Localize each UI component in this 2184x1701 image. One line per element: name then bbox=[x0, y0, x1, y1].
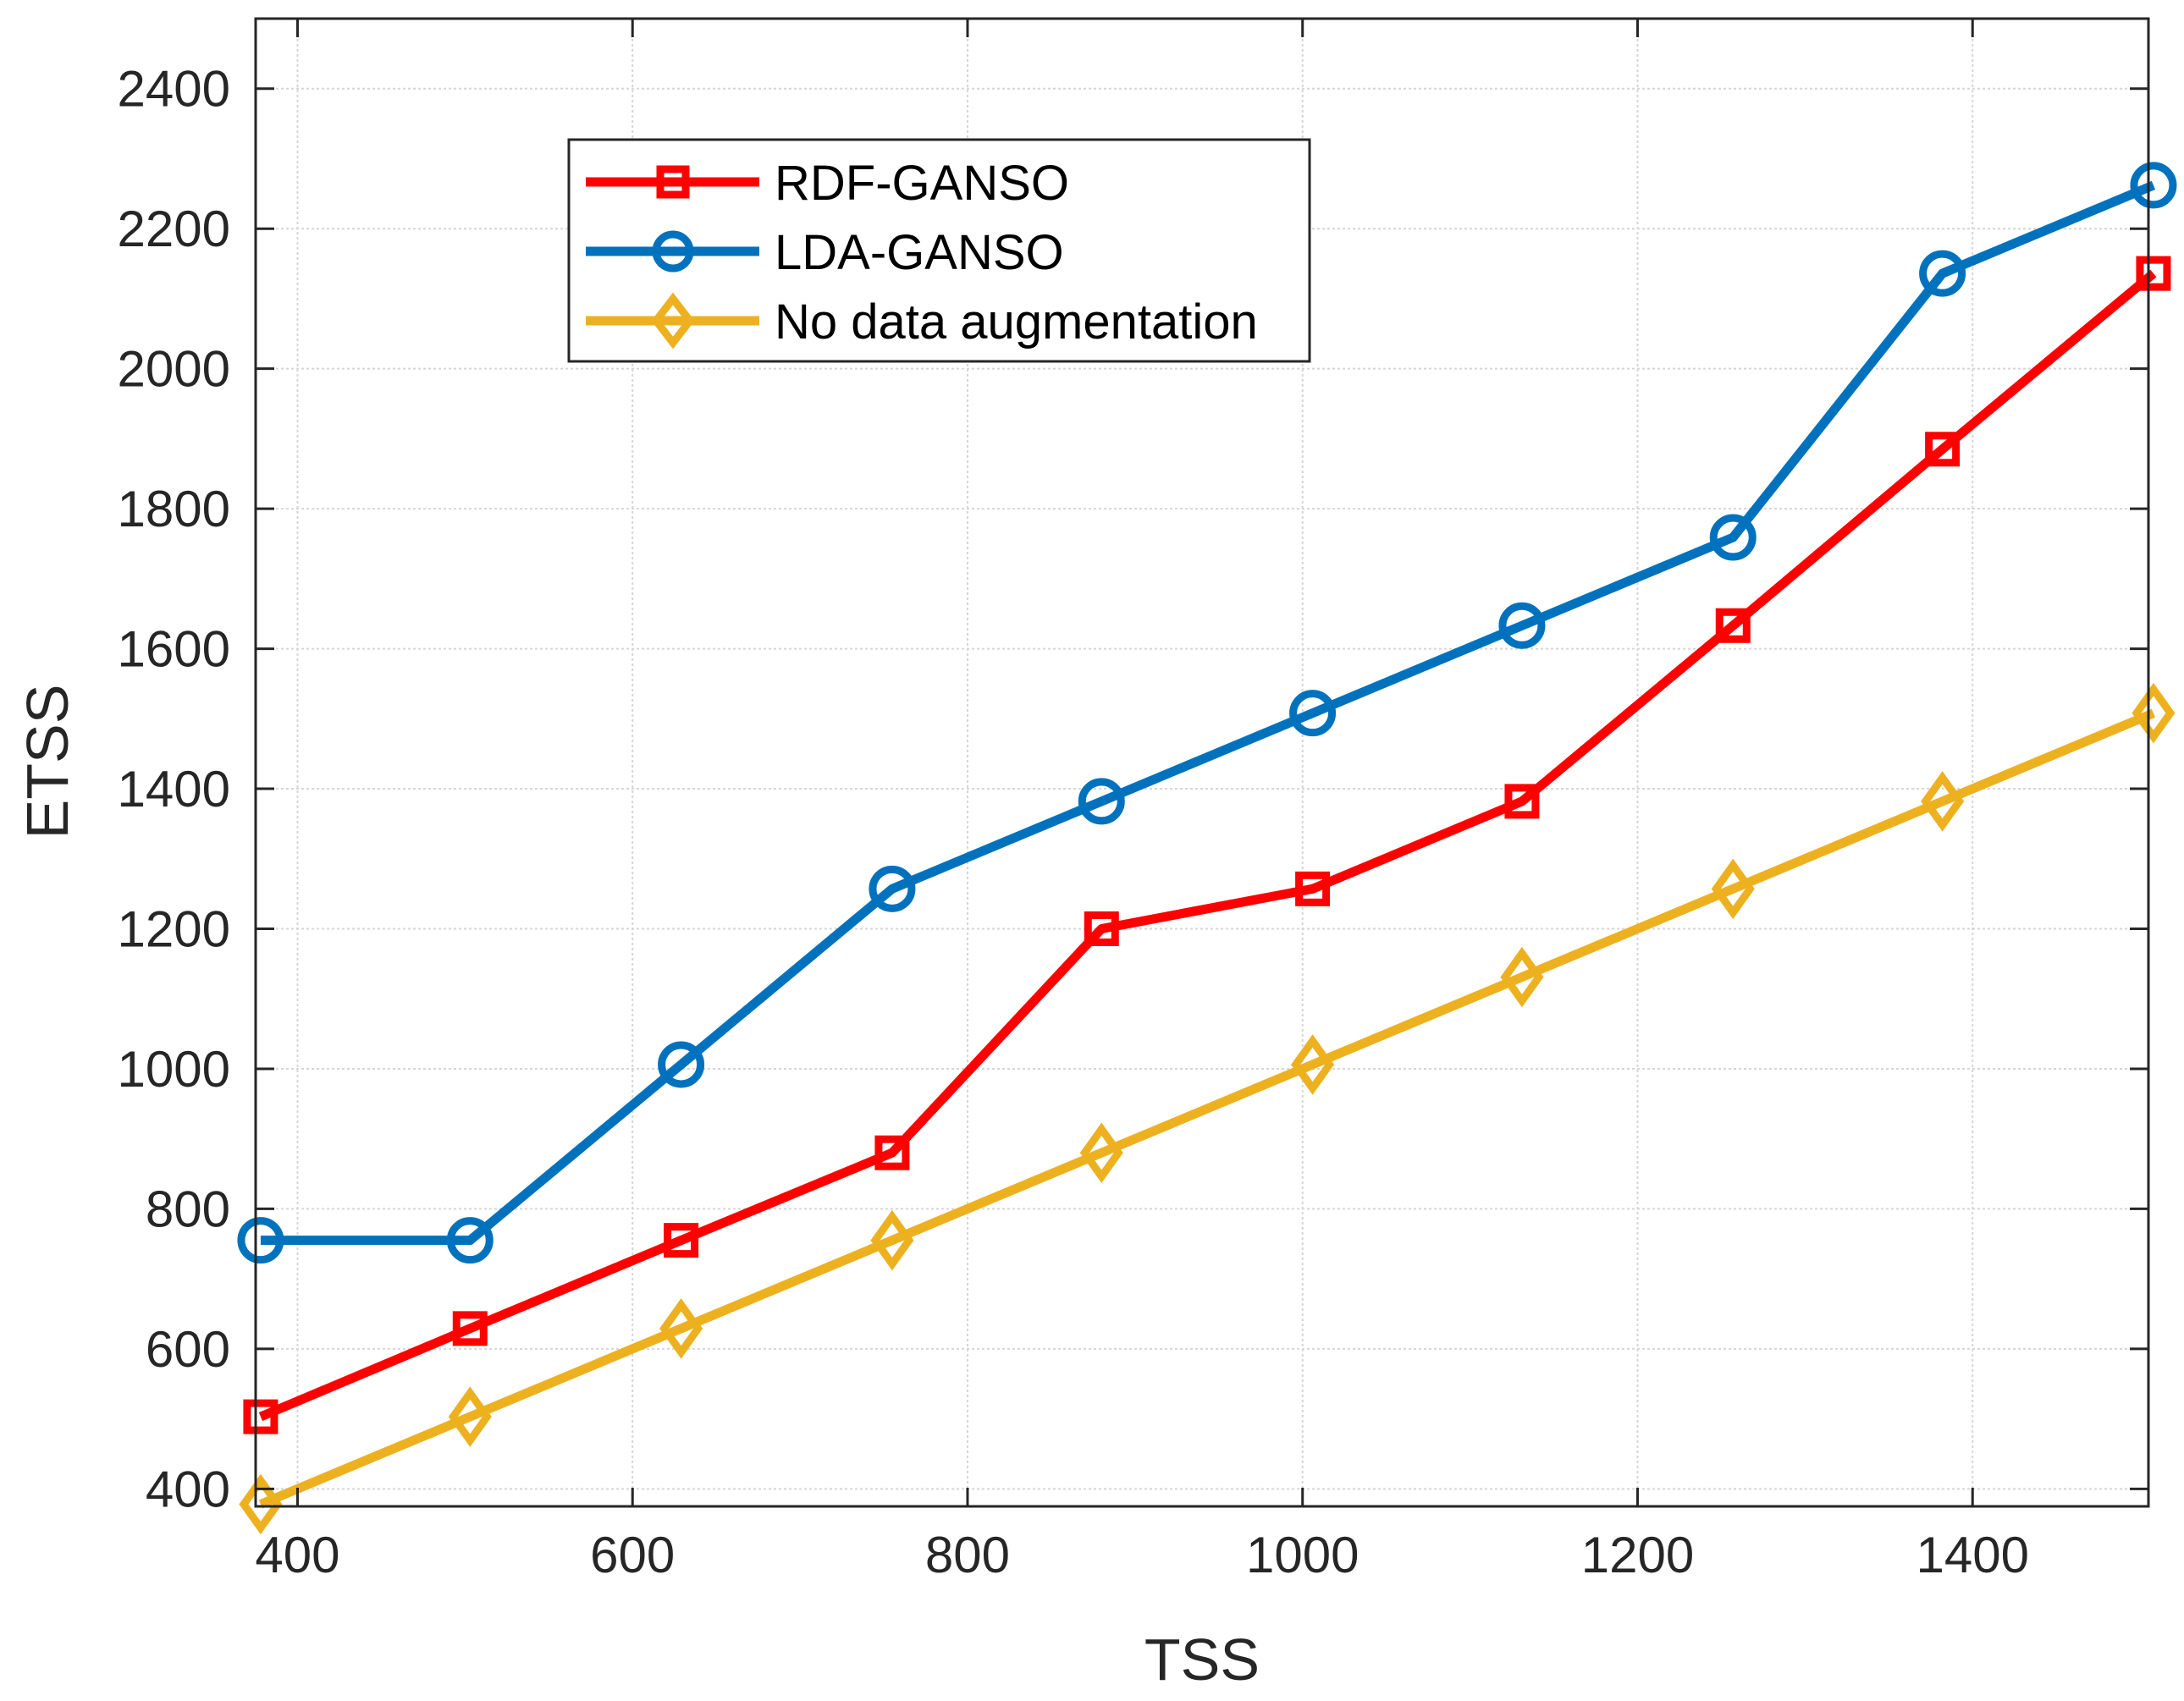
data-point-rdf-ganso bbox=[243, 1399, 279, 1434]
data-point-rdf-ganso bbox=[452, 1311, 488, 1346]
x-tick-label: 600 bbox=[590, 1527, 675, 1583]
x-tick-label: 800 bbox=[925, 1527, 1010, 1583]
data-point-lda-ganso bbox=[237, 1217, 284, 1264]
legend-entry-no-augmentation: No data augmentation bbox=[586, 292, 1258, 350]
x-tick-label: 1000 bbox=[1246, 1527, 1359, 1583]
series-no-data-augmentation bbox=[239, 682, 2176, 1535]
y-tick-label: 400 bbox=[146, 1461, 230, 1517]
y-tick-label: 2000 bbox=[118, 341, 230, 398]
data-point-lda-ganso bbox=[2130, 162, 2177, 209]
y-tick-label: 1000 bbox=[118, 1041, 230, 1098]
y-tick-label: 800 bbox=[146, 1181, 230, 1237]
legend-marker-no-augmentation bbox=[651, 292, 695, 350]
data-point-no-data-augmentation bbox=[1500, 946, 1544, 1008]
series-line-lda-ganso bbox=[260, 180, 2156, 1246]
data-point-lda-ganso bbox=[658, 1041, 705, 1088]
data-point-rdf-ganso bbox=[1925, 432, 1961, 467]
y-axis-title: ETSS bbox=[14, 685, 80, 839]
y-tick-label: 2400 bbox=[118, 61, 230, 118]
series-layer bbox=[237, 162, 2177, 1535]
data-point-rdf-ganso bbox=[664, 1223, 699, 1258]
y-tick-label: 1800 bbox=[118, 481, 230, 537]
legend-label-lda-ganso: LDA-GANSO bbox=[775, 225, 1064, 280]
data-point-lda-ganso bbox=[1078, 778, 1125, 825]
legend-label-rdf-ganso: RDF-GANSO bbox=[775, 156, 1069, 211]
data-point-no-data-augmentation bbox=[239, 1473, 283, 1535]
y-tick-label: 600 bbox=[146, 1321, 230, 1378]
data-point-rdf-ganso bbox=[874, 1135, 910, 1170]
data-point-lda-ganso bbox=[1289, 690, 1337, 737]
data-point-rdf-ganso bbox=[2136, 256, 2171, 291]
data-point-no-data-augmentation bbox=[448, 1386, 492, 1447]
data-point-rdf-ganso bbox=[1295, 871, 1331, 906]
series-line-rdf-ganso bbox=[258, 269, 2157, 1422]
data-point-no-data-augmentation bbox=[870, 1209, 914, 1271]
x-tick-label: 1400 bbox=[1916, 1527, 2028, 1583]
data-point-no-data-augmentation bbox=[2132, 682, 2176, 744]
legend: RDF-GANSO LDA-GANSO No data augmentation bbox=[567, 138, 1311, 363]
data-point-lda-ganso bbox=[446, 1217, 494, 1264]
series-line-no-data-augmentation bbox=[258, 708, 2156, 1509]
legend-entry-lda-ganso: LDA-GANSO bbox=[586, 225, 1064, 280]
tick-layer: 400 600 800 1000 1200 1400 400 600 800 1000 1200 14… bbox=[118, 19, 2148, 1583]
y-tick-label: 1600 bbox=[118, 621, 230, 678]
x-tick-label: 1200 bbox=[1581, 1527, 1694, 1583]
x-axis-title: TSS bbox=[1144, 1627, 1260, 1693]
series-rdf-ganso bbox=[243, 256, 2171, 1434]
data-point-no-data-augmentation bbox=[1711, 858, 1755, 920]
legend-marker-rdf-ganso bbox=[656, 165, 690, 199]
data-point-no-data-augmentation bbox=[1291, 1034, 1335, 1095]
data-point-lda-ganso bbox=[1709, 514, 1757, 561]
data-point-lda-ganso bbox=[1498, 602, 1546, 649]
y-tick-label: 1400 bbox=[118, 761, 230, 817]
data-point-rdf-ganso bbox=[1084, 911, 1119, 946]
data-point-rdf-ganso bbox=[1504, 784, 1540, 819]
legend-label-no-augmentation: No data augmentation bbox=[775, 295, 1258, 350]
series-lda-ganso bbox=[237, 162, 2177, 1264]
plot-frame bbox=[254, 17, 2150, 1508]
data-point-no-data-augmentation bbox=[1921, 771, 1965, 832]
y-tick-label: 1200 bbox=[118, 900, 230, 957]
data-point-lda-ganso bbox=[1919, 250, 1966, 297]
y-tick-label: 2200 bbox=[118, 201, 230, 257]
data-point-rdf-ganso bbox=[1715, 608, 1751, 643]
legend-marker-lda-ganso bbox=[652, 230, 694, 272]
data-point-no-data-augmentation bbox=[659, 1298, 703, 1359]
legend-entry-rdf-ganso: RDF-GANSO bbox=[586, 156, 1069, 211]
data-point-lda-ganso bbox=[869, 865, 916, 912]
x-tick-label: 400 bbox=[255, 1527, 339, 1583]
data-point-no-data-augmentation bbox=[1079, 1122, 1123, 1183]
